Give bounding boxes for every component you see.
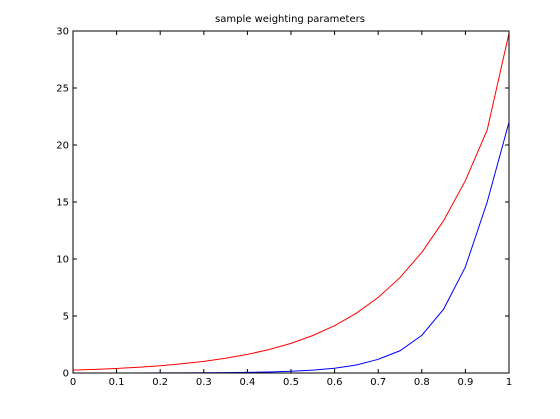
- y-tick-label: 10: [56, 255, 69, 266]
- y-tick-label: 5: [63, 312, 69, 323]
- series-line-1: [72, 33, 510, 371]
- plot-area: [72, 33, 510, 374]
- axes-box: [72, 30, 510, 374]
- y-tick-label: 20: [56, 141, 69, 152]
- x-tick-label: 0.6: [327, 377, 343, 388]
- x-tick-label: 0.4: [239, 377, 255, 388]
- x-tick-label: 0.9: [457, 377, 473, 388]
- y-tick-label: 15: [56, 198, 69, 209]
- x-tick-label: 0.3: [196, 377, 212, 388]
- chart-title: sample weighting parameters: [215, 14, 365, 25]
- x-tick-label: 1: [506, 377, 512, 388]
- axis-ticks: 0 0.1 0.2 0.3 0.4 0.5 0.6 0.7 0.8 0.9 105101520253…: [56, 27, 512, 389]
- x-tick-label: 0.5: [283, 377, 299, 388]
- x-tick-label: 0.2: [152, 377, 168, 388]
- y-tick-label: 0: [63, 369, 69, 380]
- x-tick-label: 0.8: [414, 377, 430, 388]
- x-tick-label: 0.1: [109, 377, 125, 388]
- x-tick-label: 0.7: [370, 377, 386, 388]
- x-tick-label: 0: [70, 377, 76, 388]
- y-tick-label: 25: [56, 84, 69, 95]
- series-line-2: [73, 122, 510, 374]
- y-tick-label: 30: [56, 27, 69, 38]
